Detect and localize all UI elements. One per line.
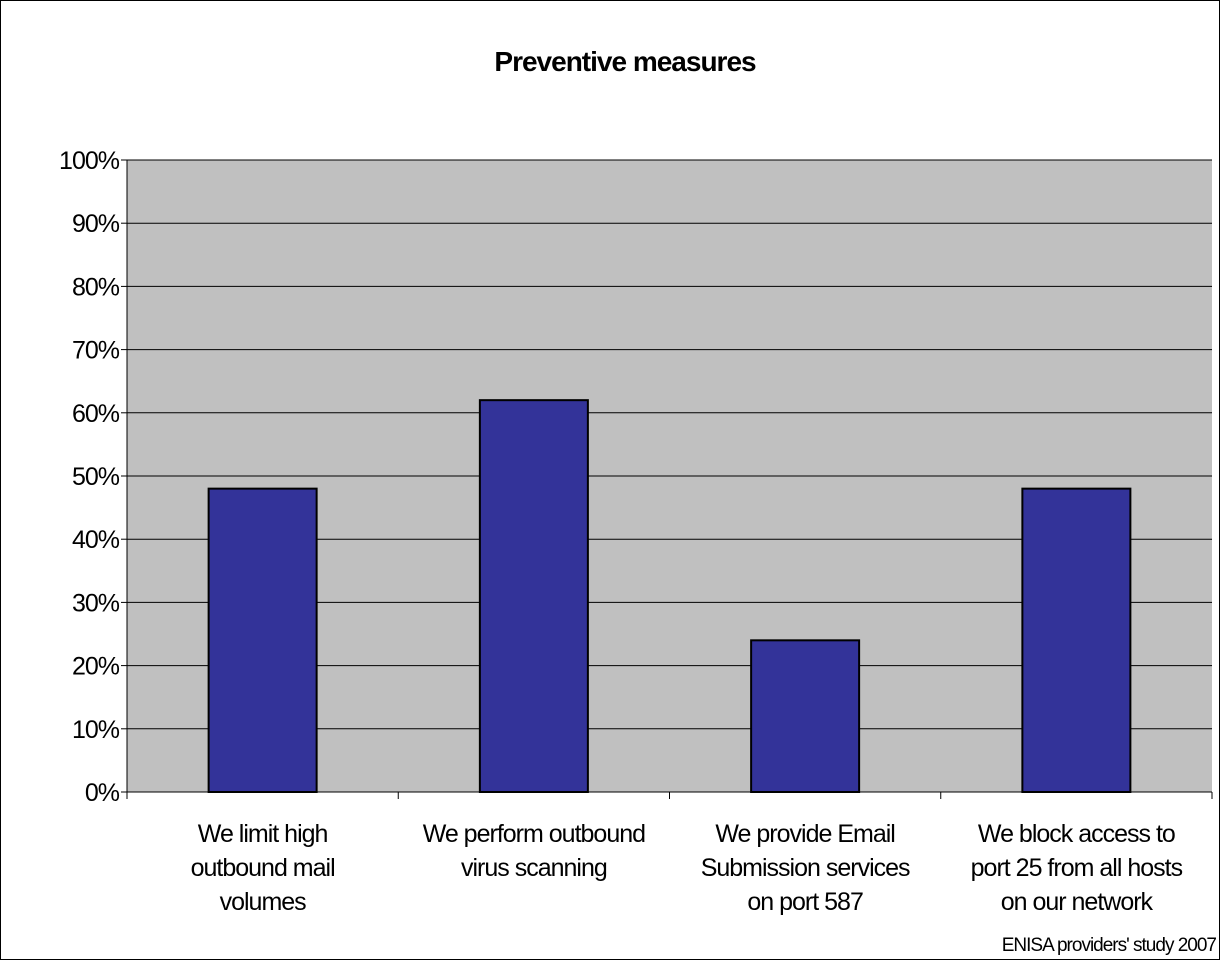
- y-tick-label: 90%: [72, 210, 120, 238]
- y-tick-label: 20%: [72, 653, 120, 681]
- x-tick-label: We block access to port 25 from all hosts…: [971, 820, 1183, 916]
- bars: [207, 399, 1132, 793]
- bar: [750, 639, 861, 793]
- x-tick-label-line: port 25 from all hosts: [971, 854, 1183, 882]
- y-tick-label: 50%: [72, 463, 120, 491]
- y-tick-label: 40%: [72, 526, 120, 554]
- source-note: ENISA providers' study 2007: [1002, 935, 1217, 956]
- x-tick-label-line: We limit high: [198, 820, 328, 848]
- y-tick-labels: 0% 10% 20% 30% 40% 50% 60% 70% 80% 90% 100%: [59, 147, 121, 807]
- x-tick-label-line: virus scanning: [461, 854, 607, 882]
- x-tick-label-line: outbound mail: [191, 854, 335, 882]
- y-tick-label: 80%: [72, 273, 120, 301]
- y-tick-label: 70%: [72, 337, 120, 365]
- x-tick-label-line: on our network: [1001, 888, 1154, 916]
- x-tick-label: We perform outbound virus scanning: [423, 820, 645, 882]
- x-tick-label-line: We provide Email: [715, 820, 894, 848]
- y-tick-label: 60%: [72, 400, 120, 428]
- y-tick-label: 100%: [59, 147, 120, 175]
- y-tick-label: 0%: [85, 779, 120, 807]
- x-tick-label-line: We perform outbound: [423, 820, 645, 848]
- axes: [121, 159, 1213, 799]
- x-tick-labels: We limit high outbound mail volumes We perf…: [191, 820, 1184, 916]
- y-tick-label: 10%: [72, 716, 120, 744]
- bar: [1021, 487, 1132, 793]
- bar: [478, 399, 589, 793]
- x-tick-label: We provide Email Submission services on po…: [701, 820, 910, 916]
- y-tick-label: 30%: [72, 589, 120, 617]
- bar: [207, 487, 318, 793]
- chart-title: Preventive measures: [494, 46, 756, 77]
- x-tick-label-line: Submission services: [701, 854, 910, 882]
- x-tick-label-line: We block access to: [978, 820, 1175, 848]
- x-tick-label-line: volumes: [220, 888, 307, 916]
- x-tick-label: We limit high outbound mail volumes: [191, 820, 335, 916]
- x-tick-label-line: on port 587: [747, 888, 863, 916]
